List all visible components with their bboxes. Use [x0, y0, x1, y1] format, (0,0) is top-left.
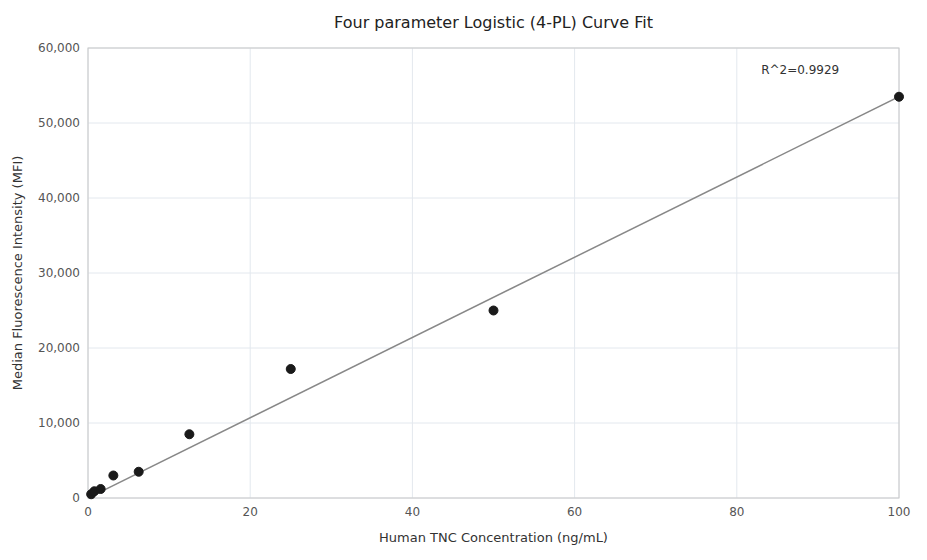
y-tick-label: 10,000	[38, 416, 80, 430]
chart-title: Four parameter Logistic (4-PL) Curve Fit	[334, 13, 653, 32]
background	[0, 0, 927, 560]
y-grid-line	[88, 423, 899, 424]
y-tick-label: 30,000	[38, 266, 80, 280]
scatter-point	[96, 485, 105, 494]
x-grid-line	[574, 48, 575, 498]
y-tick-label: 50,000	[38, 116, 80, 130]
scatter-point	[185, 430, 194, 439]
x-axis-label: Human TNC Concentration (ng/mL)	[379, 530, 608, 545]
y-grid-line	[88, 123, 899, 124]
chart-container: 0 10,000 20,000 30,000 40,000 50,000 60,000 0 20…	[0, 0, 927, 560]
y-grid-line	[88, 273, 899, 274]
chart-svg: 0 10,000 20,000 30,000 40,000 50,000 60,000 0 20…	[0, 0, 927, 560]
x-grid-line	[736, 48, 737, 498]
x-tick-label: 60	[567, 505, 582, 519]
axes: 0 10,000 20,000 30,000 40,000 50,000 60,000 0 20…	[38, 41, 910, 520]
y-tick-label: 40,000	[38, 191, 80, 205]
x-tick-label: 40	[405, 505, 420, 519]
fit-line	[88, 97, 899, 498]
grid	[88, 48, 899, 498]
points	[87, 92, 904, 499]
x-grid-line	[250, 48, 251, 498]
y-axis-label: Median Fluorescence Intensity (MFI)	[10, 156, 25, 391]
x-tick-label: 20	[243, 505, 258, 519]
y-tick-label: 0	[72, 491, 80, 505]
scatter-point	[134, 467, 143, 476]
scatter-point	[489, 306, 498, 315]
y-grid-line	[88, 348, 899, 349]
x-tick-label: 0	[84, 505, 92, 519]
y-tick-label: 20,000	[38, 341, 80, 355]
x-grid-line	[412, 48, 413, 498]
lines	[88, 97, 899, 498]
plot-frame	[88, 48, 899, 498]
annotation: R^2=0.9929	[761, 63, 839, 77]
scatter-point	[895, 92, 904, 101]
scatter-point	[286, 365, 295, 374]
x-tick-label: 100	[888, 505, 911, 519]
y-grid-line	[88, 198, 899, 199]
x-tick-label: 80	[729, 505, 744, 519]
scatter-point	[109, 471, 118, 480]
y-tick-label: 60,000	[38, 41, 80, 55]
